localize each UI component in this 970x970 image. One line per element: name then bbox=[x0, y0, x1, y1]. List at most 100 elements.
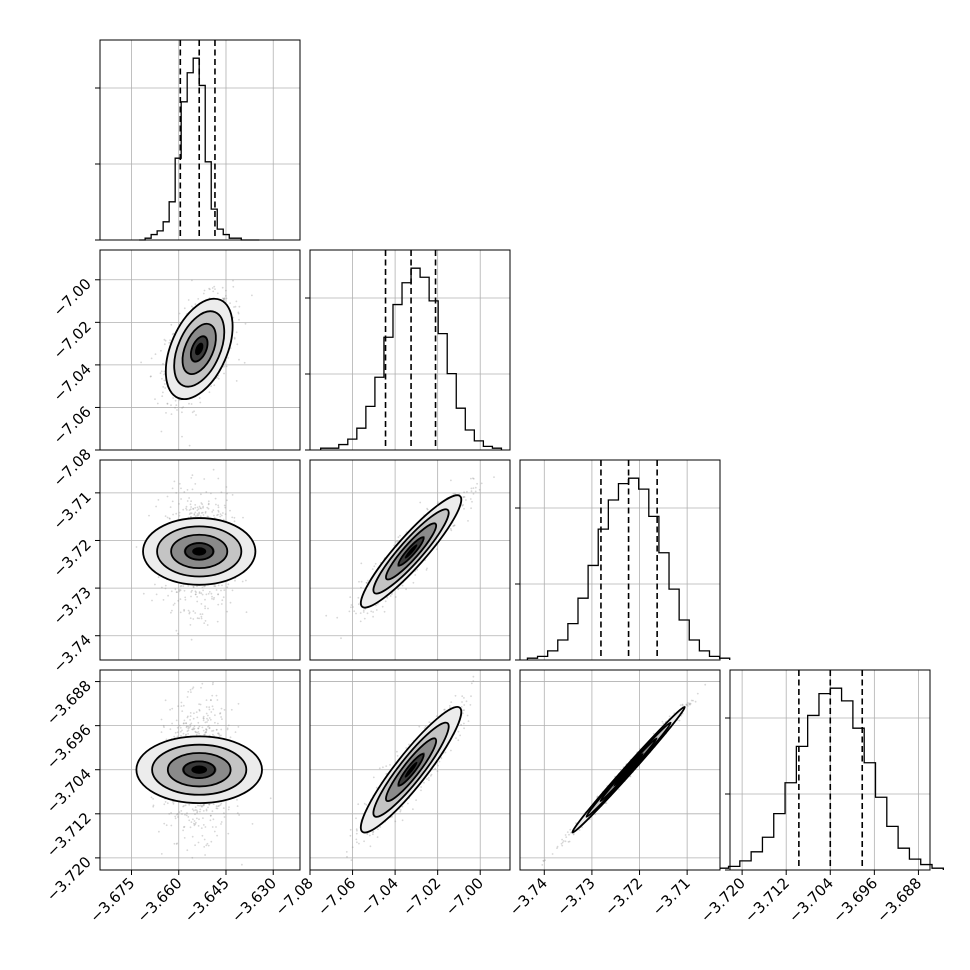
sample-point bbox=[197, 825, 200, 827]
contour-line bbox=[359, 706, 463, 834]
sample-point bbox=[194, 593, 197, 596]
sample-point bbox=[190, 477, 193, 479]
sample-point bbox=[399, 809, 402, 811]
sample-point bbox=[194, 504, 197, 506]
sample-point bbox=[178, 312, 181, 315]
sample-point bbox=[396, 755, 399, 757]
sample-point bbox=[195, 821, 197, 824]
sample-point bbox=[183, 491, 186, 493]
sample-point bbox=[223, 816, 226, 818]
sample-point bbox=[428, 779, 430, 781]
sample-point bbox=[190, 595, 192, 598]
sample-point bbox=[217, 593, 220, 596]
sample-point bbox=[200, 493, 202, 496]
sample-point bbox=[235, 331, 238, 334]
sample-point bbox=[463, 709, 466, 712]
sample-point bbox=[201, 613, 204, 615]
sample-point bbox=[202, 589, 205, 592]
sample-point bbox=[369, 845, 372, 848]
sample-point bbox=[196, 509, 199, 512]
sample-point bbox=[211, 595, 213, 598]
sample-point bbox=[228, 806, 230, 808]
sample-point bbox=[352, 606, 354, 608]
sample-point bbox=[450, 479, 452, 482]
panel-content bbox=[345, 675, 475, 861]
sample-point bbox=[217, 374, 220, 377]
contour-line bbox=[397, 536, 425, 567]
sample-point bbox=[194, 515, 197, 518]
sample-point bbox=[173, 842, 176, 845]
sample-point bbox=[226, 586, 229, 589]
sample-point bbox=[192, 610, 195, 613]
sample-point bbox=[685, 703, 688, 706]
sample-point bbox=[389, 595, 392, 597]
sample-point bbox=[183, 608, 186, 611]
sample-point bbox=[348, 610, 351, 613]
sample-point bbox=[220, 821, 223, 823]
sample-point bbox=[462, 712, 464, 715]
sample-point bbox=[189, 826, 192, 829]
sample-point bbox=[463, 727, 465, 730]
sample-point bbox=[198, 617, 201, 620]
sample-point bbox=[349, 834, 352, 837]
sample-point bbox=[692, 699, 694, 702]
sample-point bbox=[233, 520, 236, 523]
sample-point bbox=[359, 620, 362, 623]
sample-point bbox=[184, 804, 187, 807]
sample-point bbox=[362, 609, 365, 612]
sample-point bbox=[189, 723, 192, 726]
sample-point bbox=[217, 732, 219, 735]
sample-point bbox=[194, 506, 197, 509]
sample-point bbox=[161, 586, 163, 589]
sample-point bbox=[465, 700, 468, 703]
sample-point bbox=[355, 828, 358, 831]
sample-point bbox=[453, 524, 456, 527]
sample-point bbox=[202, 717, 205, 719]
sample-point bbox=[177, 632, 179, 635]
sample-point bbox=[182, 508, 185, 511]
sample-point bbox=[209, 718, 212, 721]
sample-point bbox=[205, 706, 208, 708]
sample-point bbox=[238, 318, 240, 321]
sample-point bbox=[166, 403, 169, 405]
sample-point bbox=[205, 728, 208, 731]
sample-point bbox=[401, 819, 404, 822]
sample-point bbox=[202, 810, 205, 812]
sample-point bbox=[353, 610, 356, 613]
sample-point bbox=[463, 697, 465, 699]
sample-point bbox=[202, 514, 205, 516]
sample-point bbox=[394, 820, 397, 823]
sample-point bbox=[219, 804, 222, 806]
sample-point bbox=[194, 844, 197, 847]
sample-point bbox=[154, 398, 156, 400]
sample-point bbox=[177, 599, 180, 602]
sample-point bbox=[223, 504, 226, 507]
sample-point bbox=[171, 487, 174, 490]
sample-point bbox=[428, 721, 431, 723]
sample-point bbox=[196, 811, 199, 814]
sample-point bbox=[679, 704, 682, 706]
sample-point bbox=[436, 548, 438, 551]
contour-line bbox=[170, 533, 229, 570]
sample-point bbox=[194, 806, 197, 809]
sample-point bbox=[200, 502, 203, 504]
histogram-panel bbox=[95, 39, 301, 241]
sample-point bbox=[171, 722, 174, 725]
sample-point bbox=[463, 496, 465, 498]
sample-point bbox=[438, 760, 441, 763]
sample-point bbox=[457, 730, 460, 733]
sample-point bbox=[376, 836, 379, 838]
sample-point bbox=[216, 834, 219, 837]
sample-point bbox=[183, 825, 186, 828]
density-fill bbox=[195, 342, 204, 356]
sample-point bbox=[455, 737, 457, 739]
sample-point bbox=[427, 777, 430, 779]
sample-point bbox=[162, 386, 165, 388]
sample-point bbox=[619, 768, 622, 771]
sample-point bbox=[472, 675, 475, 678]
sample-point bbox=[225, 297, 228, 300]
sample-point bbox=[178, 511, 181, 514]
sample-point bbox=[186, 500, 189, 502]
sample-point bbox=[474, 490, 477, 493]
sample-point bbox=[194, 612, 197, 614]
